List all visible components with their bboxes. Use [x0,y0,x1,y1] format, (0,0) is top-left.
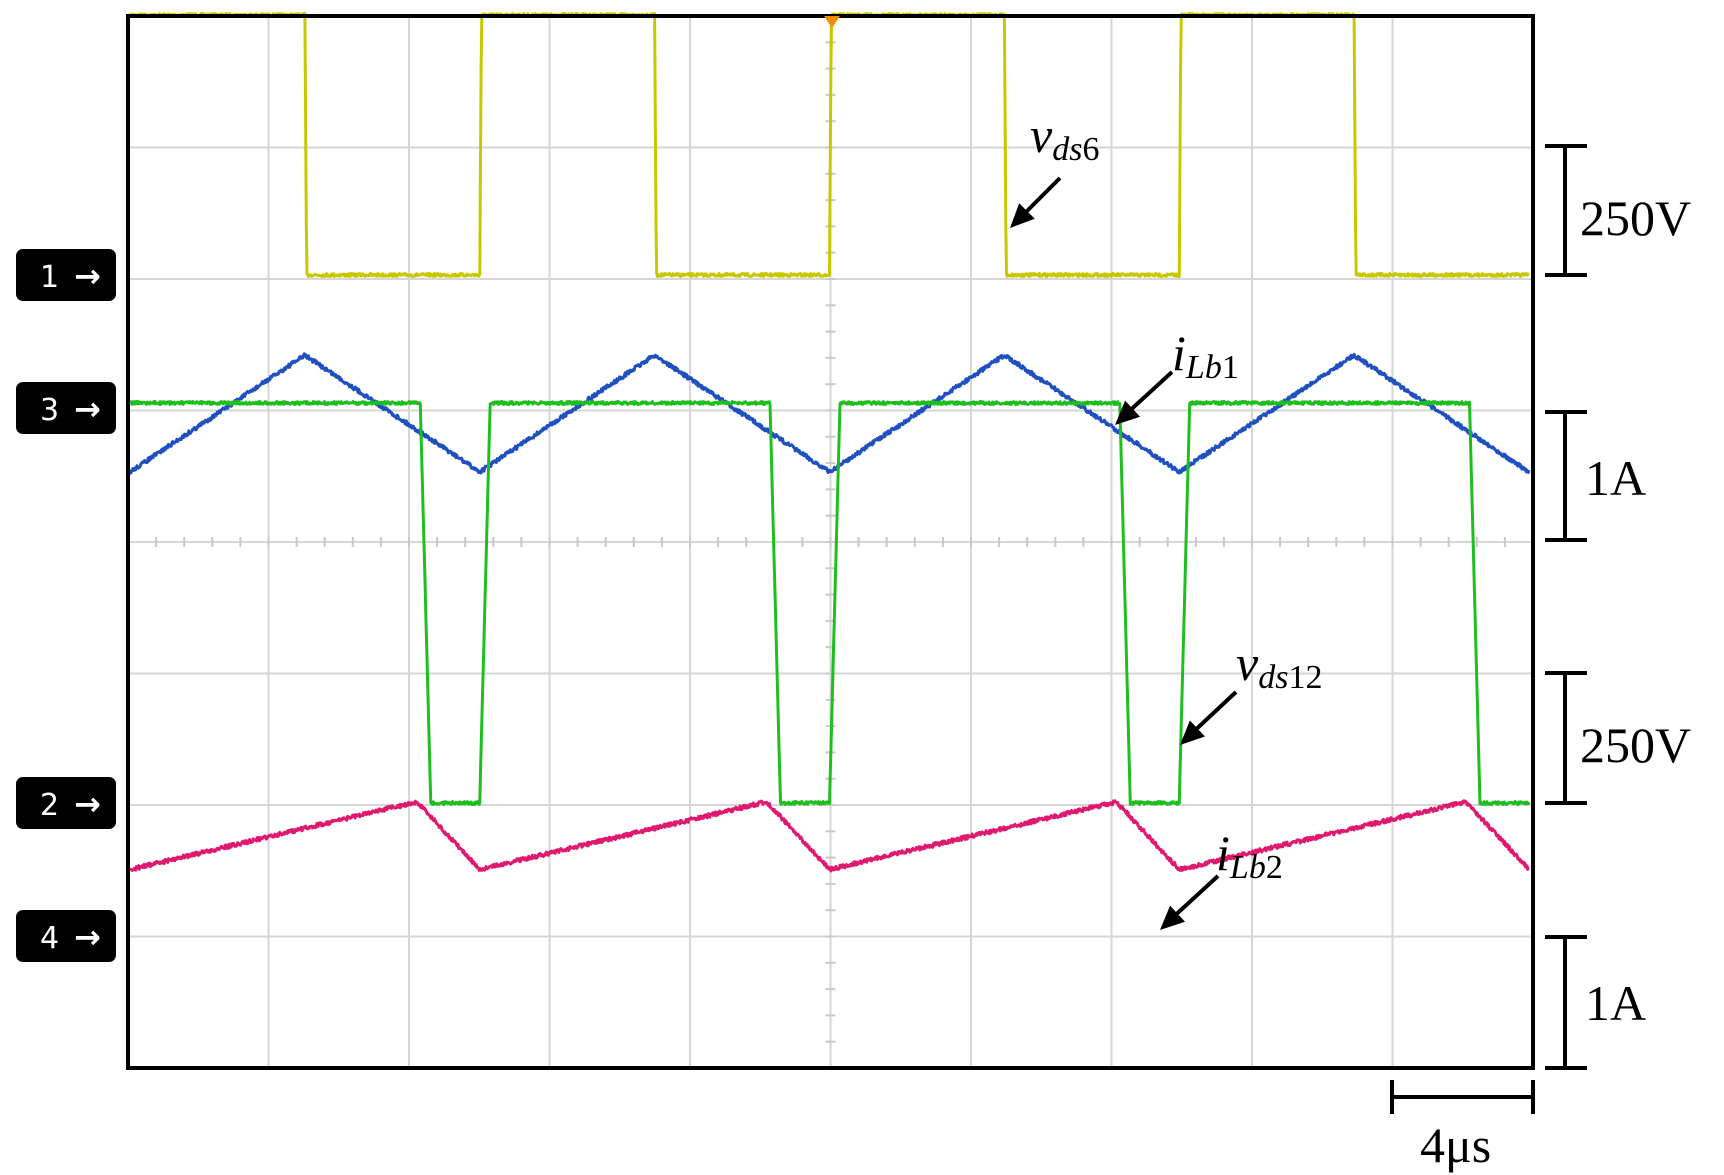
time-scale-label: 4μs [1420,1117,1491,1173]
time-scale-bar [1390,1080,1535,1114]
vertical-scale-bar-2 [1545,410,1587,542]
channel-marker-box [16,382,116,434]
label-arrow-head [1180,720,1205,745]
trace-label-ch1: vds6 [1010,107,1099,228]
trace-ch2 [128,400,1531,806]
trigger-marker [824,16,840,28]
channel-marker-arrow: → [74,257,101,295]
trace-ch4 [129,799,1530,873]
label-arrow-line [1168,874,1220,922]
trace-label-ch3: iLb1 [1115,325,1239,425]
channel-marker-number: 4 [40,921,59,956]
channel-marker-arrow: → [74,918,101,956]
channel-marker-2: 2 → [16,777,116,829]
channel-marker-box [16,910,116,962]
trace-labels: vds6 iLb1 vds12 iLb2 [1010,107,1322,930]
ch2-scale-label: 250V [1580,717,1691,773]
trace-label-text: iLb2 [1216,825,1283,886]
ch1-scale-label: 250V [1580,190,1691,246]
channel-marker-box [16,249,116,301]
graticule [128,16,1533,1068]
ch3-scale-label: 1A [1585,450,1646,506]
vertical-scale-bar-1 [1545,144,1587,277]
label-arrow-line [1188,690,1238,737]
channel-marker-3: 3 → [16,382,116,434]
vertical-scale-bar-4 [1545,935,1587,1070]
label-arrow-head [1160,905,1186,930]
trace-label-ch2: vds12 [1180,635,1322,745]
channel-marker-number: 3 [40,393,59,428]
ch4-scale-label: 1A [1585,975,1646,1031]
trace-ch3 [128,352,1531,475]
label-arrow-head [1115,400,1141,425]
trace-label-ch4: iLb2 [1160,825,1283,930]
channel-marker-arrow: → [74,390,101,428]
channel-marker-number: 1 [40,260,59,295]
channel-marker-1: 1 → [16,249,116,301]
channel-marker-4: 4 → [16,910,116,962]
channel-marker-arrow: → [74,785,101,823]
trace-label-text: iLb1 [1172,325,1239,386]
trace-label-text: vds12 [1236,635,1322,696]
label-arrow-head [1010,203,1035,228]
scale-bars [1390,144,1587,1114]
vertical-scale-bar-3 [1545,671,1587,805]
channel-markers: 1 →3 →2 →4 → [16,249,116,962]
channel-marker-box [16,777,116,829]
label-arrow-line [1123,370,1174,417]
channel-marker-number: 2 [40,788,59,823]
trace-label-text: vds6 [1030,107,1099,168]
